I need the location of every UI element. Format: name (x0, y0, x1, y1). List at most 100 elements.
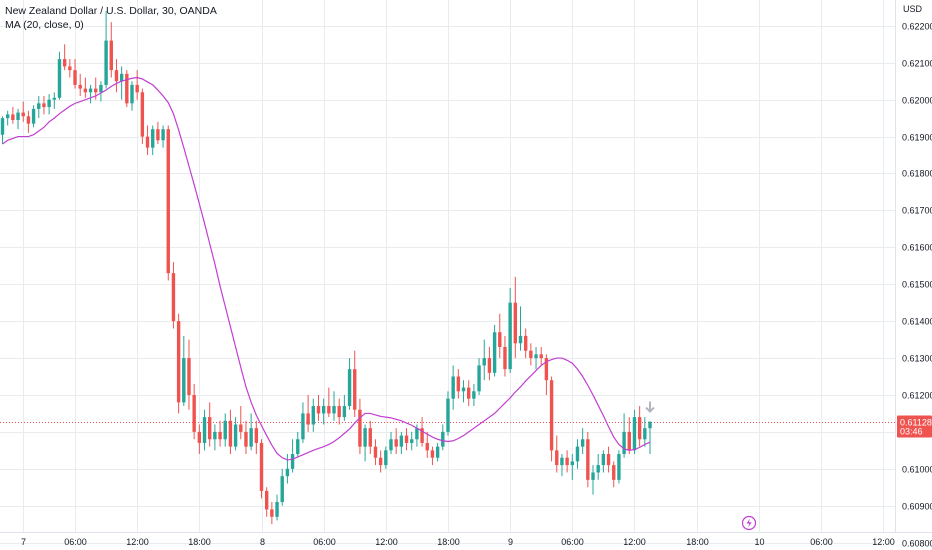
candle (368, 420, 372, 455)
candle-body (373, 446, 378, 458)
candle (601, 450, 606, 473)
candle-body (420, 428, 424, 443)
candle-body (565, 457, 569, 466)
candle (425, 431, 429, 458)
candle (373, 439, 378, 466)
candle-body (549, 380, 554, 451)
y-tick-label: 0.60800 (902, 539, 932, 549)
candle (544, 354, 549, 395)
candle-body (632, 417, 637, 451)
candle (518, 306, 523, 351)
x-tick-label: 18:00 (188, 537, 211, 547)
candle-body (399, 435, 404, 447)
y-tick-label: 0.61900 (902, 133, 932, 143)
candle (508, 287, 512, 373)
candle (244, 420, 248, 455)
candlestick-series (0, 11, 652, 525)
candle-body (430, 450, 435, 458)
candle-body (358, 409, 362, 447)
candle-body (503, 346, 507, 370)
candle-body (580, 439, 585, 447)
candle-body (321, 406, 326, 414)
candle-body (208, 417, 212, 440)
candle (171, 262, 176, 329)
candle (239, 406, 243, 440)
candle (151, 125, 155, 156)
candle-body (456, 376, 461, 392)
candle (643, 417, 647, 447)
symbol-title[interactable]: New Zealand Dollar / U.S. Dollar, 30, OA… (5, 5, 217, 17)
candle (104, 11, 108, 89)
candle (446, 391, 450, 436)
candle-body (176, 321, 181, 403)
candle (435, 442, 440, 462)
candle (461, 380, 466, 403)
candle-body (88, 88, 93, 93)
replay-lightning-icon[interactable] (741, 515, 757, 531)
candle (270, 502, 274, 525)
candle (316, 394, 321, 421)
x-tick-label: 9 (508, 537, 513, 547)
candle-body (135, 84, 139, 93)
candle-body (114, 70, 119, 82)
price-axis[interactable]: USD 0.62200 0.62100 0.62000 0.61900 0.61800 0… (902, 4, 932, 549)
candle-body (280, 476, 284, 503)
candle (534, 346, 538, 370)
candle-body (197, 431, 202, 443)
candle (321, 398, 326, 425)
candle (182, 335, 186, 407)
candle (68, 59, 72, 78)
candle-body (31, 108, 36, 124)
candle (555, 435, 559, 473)
candle (394, 428, 398, 455)
candle-body (441, 431, 445, 447)
candle (347, 358, 352, 410)
candle-body (467, 387, 471, 399)
candle-body (575, 446, 580, 462)
candle-body (529, 350, 533, 359)
candle-body (617, 454, 621, 480)
y-tick-label: 0.61000 (902, 465, 932, 475)
candle-body (332, 406, 336, 414)
candle-body (202, 417, 207, 443)
candle (213, 424, 217, 451)
candle (306, 394, 310, 432)
candle (492, 324, 497, 377)
x-tick-label: 12:00 (623, 537, 646, 547)
candle (575, 439, 580, 469)
candle-body (161, 129, 165, 141)
candle (254, 420, 259, 455)
candle-body (342, 406, 347, 418)
currency-label: USD (903, 4, 923, 14)
candle (42, 95, 46, 115)
candle (99, 81, 103, 102)
candle (197, 424, 202, 455)
candle-body (73, 70, 77, 85)
candle (327, 387, 331, 418)
time-axis[interactable]: 7 06:00 12:00 18:00 8 06:00 12:00 18:00 9 06:00 12… (21, 537, 932, 547)
candle (529, 343, 533, 366)
candle-body (285, 468, 290, 477)
indicator-label[interactable]: MA (20, close, 0) (5, 19, 84, 31)
candle-body (612, 465, 616, 480)
candle (632, 409, 637, 455)
candle-body (62, 59, 67, 67)
candle-body (109, 40, 113, 71)
candle-body (368, 428, 372, 447)
candle-body (627, 431, 631, 451)
candle-body (228, 420, 233, 447)
candle (11, 107, 15, 124)
candle (580, 428, 585, 455)
candle (5, 110, 10, 126)
candle-body (16, 112, 20, 120)
candle (280, 468, 284, 506)
candle (503, 335, 507, 377)
y-tick-label: 0.62000 (902, 96, 932, 106)
y-tick-label: 0.60900 (902, 502, 932, 512)
x-tick-label: 7 (21, 537, 26, 547)
candle-body (94, 88, 98, 93)
candle-body (244, 431, 248, 447)
candle (451, 365, 455, 410)
candle-body (290, 454, 295, 469)
